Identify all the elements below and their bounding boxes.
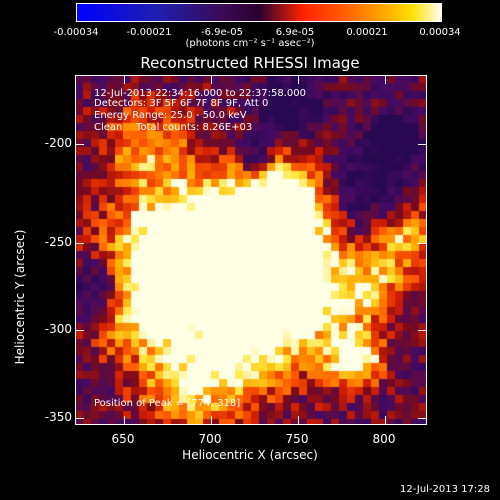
colorbar-tick: -0.00021	[126, 27, 172, 38]
x-tick	[211, 416, 212, 424]
x-tick	[385, 76, 386, 84]
x-tick-label: 750	[285, 432, 309, 446]
y-tick	[418, 330, 426, 331]
y-tick	[76, 144, 84, 145]
y-tick	[418, 418, 426, 419]
y-tick	[76, 418, 84, 419]
colorbar-tick: 0.00021	[346, 27, 388, 38]
colorbar-tick: 6.9e-05	[275, 27, 315, 38]
y-tick-label: -300	[44, 322, 72, 336]
y-axis-title: Heliocentric Y (arcsec)	[13, 229, 27, 365]
x-tick	[211, 76, 212, 84]
x-tick	[124, 76, 125, 84]
plot-frame	[75, 75, 427, 425]
x-tick-label: 700	[198, 432, 222, 446]
y-tick	[76, 330, 84, 331]
y-tick-label: -350	[44, 410, 72, 424]
plot-timestamp: 12-Jul-2013 17:28	[399, 484, 490, 495]
rhessi-image-canvas	[75, 75, 427, 425]
y-tick-label: -200	[44, 136, 72, 150]
x-tick	[298, 416, 299, 424]
info-detectors: Detectors: 3F 5F 6F 7F 8F 9F, Att 0	[94, 98, 269, 109]
info-energy: Energy Range: 25.0 - 50.0 keV	[94, 110, 247, 121]
info-peak-position: Position of Peak = [774,-318]	[94, 398, 241, 409]
image-title: Reconstructed RHESSI Image	[140, 54, 360, 72]
x-tick	[298, 76, 299, 84]
colorbar-tick: 0.00034	[419, 27, 461, 38]
y-tick-label: -250	[44, 235, 72, 249]
rhessi-image	[75, 75, 427, 425]
y-tick	[418, 144, 426, 145]
y-tick	[418, 243, 426, 244]
info-time-range: 12-Jul-2013 22:34:16.000 to 22:37:58.000	[94, 88, 306, 99]
x-tick-label: 800	[372, 432, 396, 446]
x-tick-label: 650	[111, 432, 135, 446]
colorbar-tick: -0.00034	[53, 27, 99, 38]
x-tick	[385, 416, 386, 424]
y-tick	[76, 243, 84, 244]
info-total-counts: Total counts: 8.26E+03	[136, 122, 253, 133]
info-algorithm: Clean	[94, 122, 123, 133]
x-axis-title: Heliocentric X (arcsec)	[182, 448, 318, 462]
x-tick	[124, 416, 125, 424]
colorbar	[76, 3, 442, 22]
colorbar-tick: -6.9e-05	[201, 27, 243, 38]
colorbar-unit: (photons cm⁻² s⁻¹ asec⁻²)	[185, 38, 315, 49]
